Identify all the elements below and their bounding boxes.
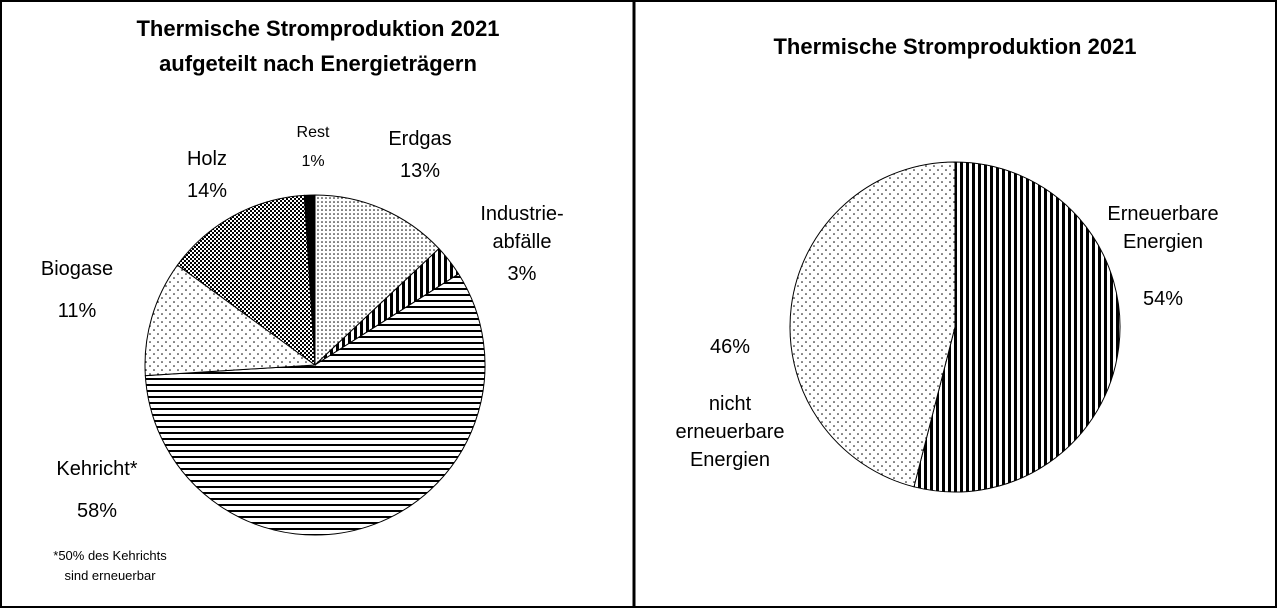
- slice-value: 46%: [710, 336, 750, 358]
- slice-label: Kehricht*: [56, 458, 137, 480]
- slice-label: Biogase: [41, 258, 113, 280]
- pie-slice: [303, 194, 316, 366]
- slice-value: 1%: [301, 153, 324, 170]
- slice-label: Holz: [187, 148, 227, 170]
- footnote: *50% des Kehrichts sind erneuerbar: [53, 548, 167, 583]
- slice-value: 58%: [77, 500, 117, 522]
- slice-value: 11%: [58, 300, 97, 322]
- pie-slice: [913, 161, 1121, 493]
- slice-label: Rest: [297, 124, 330, 141]
- chart-title: Thermische Stromproduktion 2021: [773, 34, 1136, 59]
- pie-slice: [176, 194, 316, 367]
- chart-title: Thermische Stromproduktion 2021: [136, 16, 499, 41]
- pie-slice: [144, 264, 317, 377]
- slice-value: 13%: [400, 160, 440, 182]
- chart-subtitle: aufgeteilt nach Energieträgern: [159, 51, 477, 76]
- pie-slice: [789, 161, 956, 488]
- pie-slice: [314, 194, 440, 367]
- slice-label: Industrie-abfälle: [480, 203, 563, 253]
- slice-value: 3%: [508, 263, 537, 285]
- slice-label: nicht erneuerbare Energien: [676, 393, 785, 471]
- slice-value: 54%: [1143, 288, 1183, 310]
- slice-label: Erdgas: [388, 128, 451, 150]
- slice-value: 14%: [187, 180, 227, 202]
- pie-slice: [144, 273, 486, 536]
- slice-label: Erneuerbare Energien: [1107, 203, 1218, 253]
